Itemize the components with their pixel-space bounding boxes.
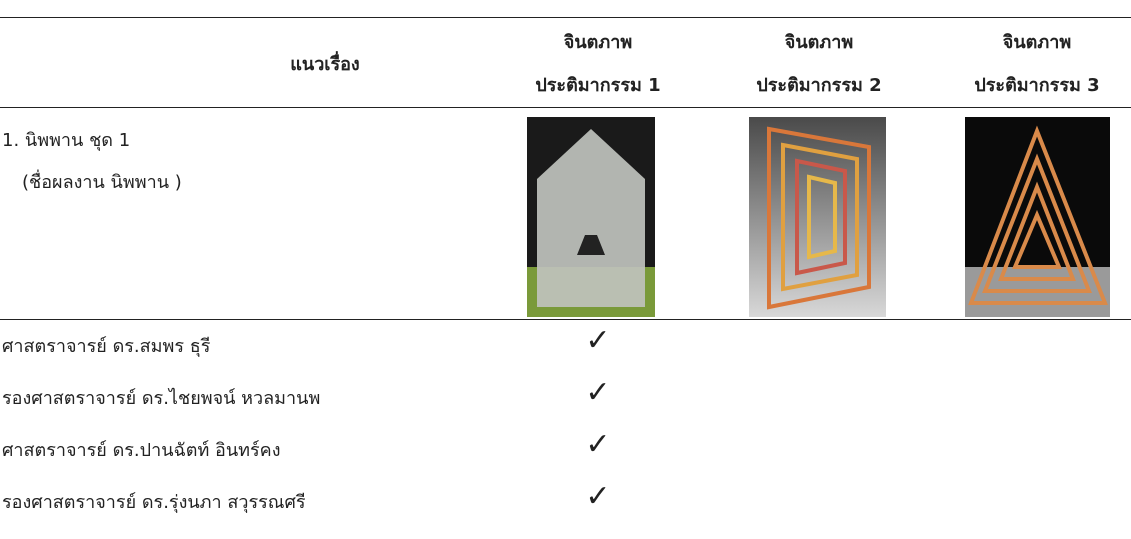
image-2 xyxy=(749,117,886,317)
work-name: (ชื่อผลงาน นิพพาน ) xyxy=(22,172,182,193)
header: จินตภาพ xyxy=(784,32,854,53)
check-mark: ✓ xyxy=(585,323,611,358)
reviewer-name: รองศาสตราจารย์ ดร.รุ่งนภา สวุรรณศรี xyxy=(2,492,306,513)
row-rule xyxy=(0,319,1131,320)
check-mark: ✓ xyxy=(585,479,611,514)
image-1 xyxy=(527,117,655,317)
reviewer-name: ศาสตราจารย์ ดร.สมพร ธุรี xyxy=(2,336,211,357)
top-rule xyxy=(0,17,1131,18)
header: ประติมากรรม 3 xyxy=(974,75,1100,96)
header: จินตภาพ xyxy=(1002,32,1072,53)
reviewer-name: รองศาสตราจารย์ ดร.ไชยพจน์ หวลมานพ xyxy=(2,388,321,409)
work-title: 1. นิพพาน ชุด 1 xyxy=(2,130,131,151)
check-mark: ✓ xyxy=(585,375,611,410)
header: ประติมากรรม 1 xyxy=(535,75,661,96)
reviewer-name: ศาสตราจารย์ ดร.ปานฉัตท์ อินทร์คง xyxy=(2,440,281,461)
header-rule xyxy=(0,107,1131,108)
image-3 xyxy=(965,117,1110,317)
header: แนวเรื่อง xyxy=(290,54,360,75)
header: ประติมากรรม 2 xyxy=(756,75,882,96)
check-mark: ✓ xyxy=(585,427,611,462)
header: จินตภาพ xyxy=(563,32,633,53)
